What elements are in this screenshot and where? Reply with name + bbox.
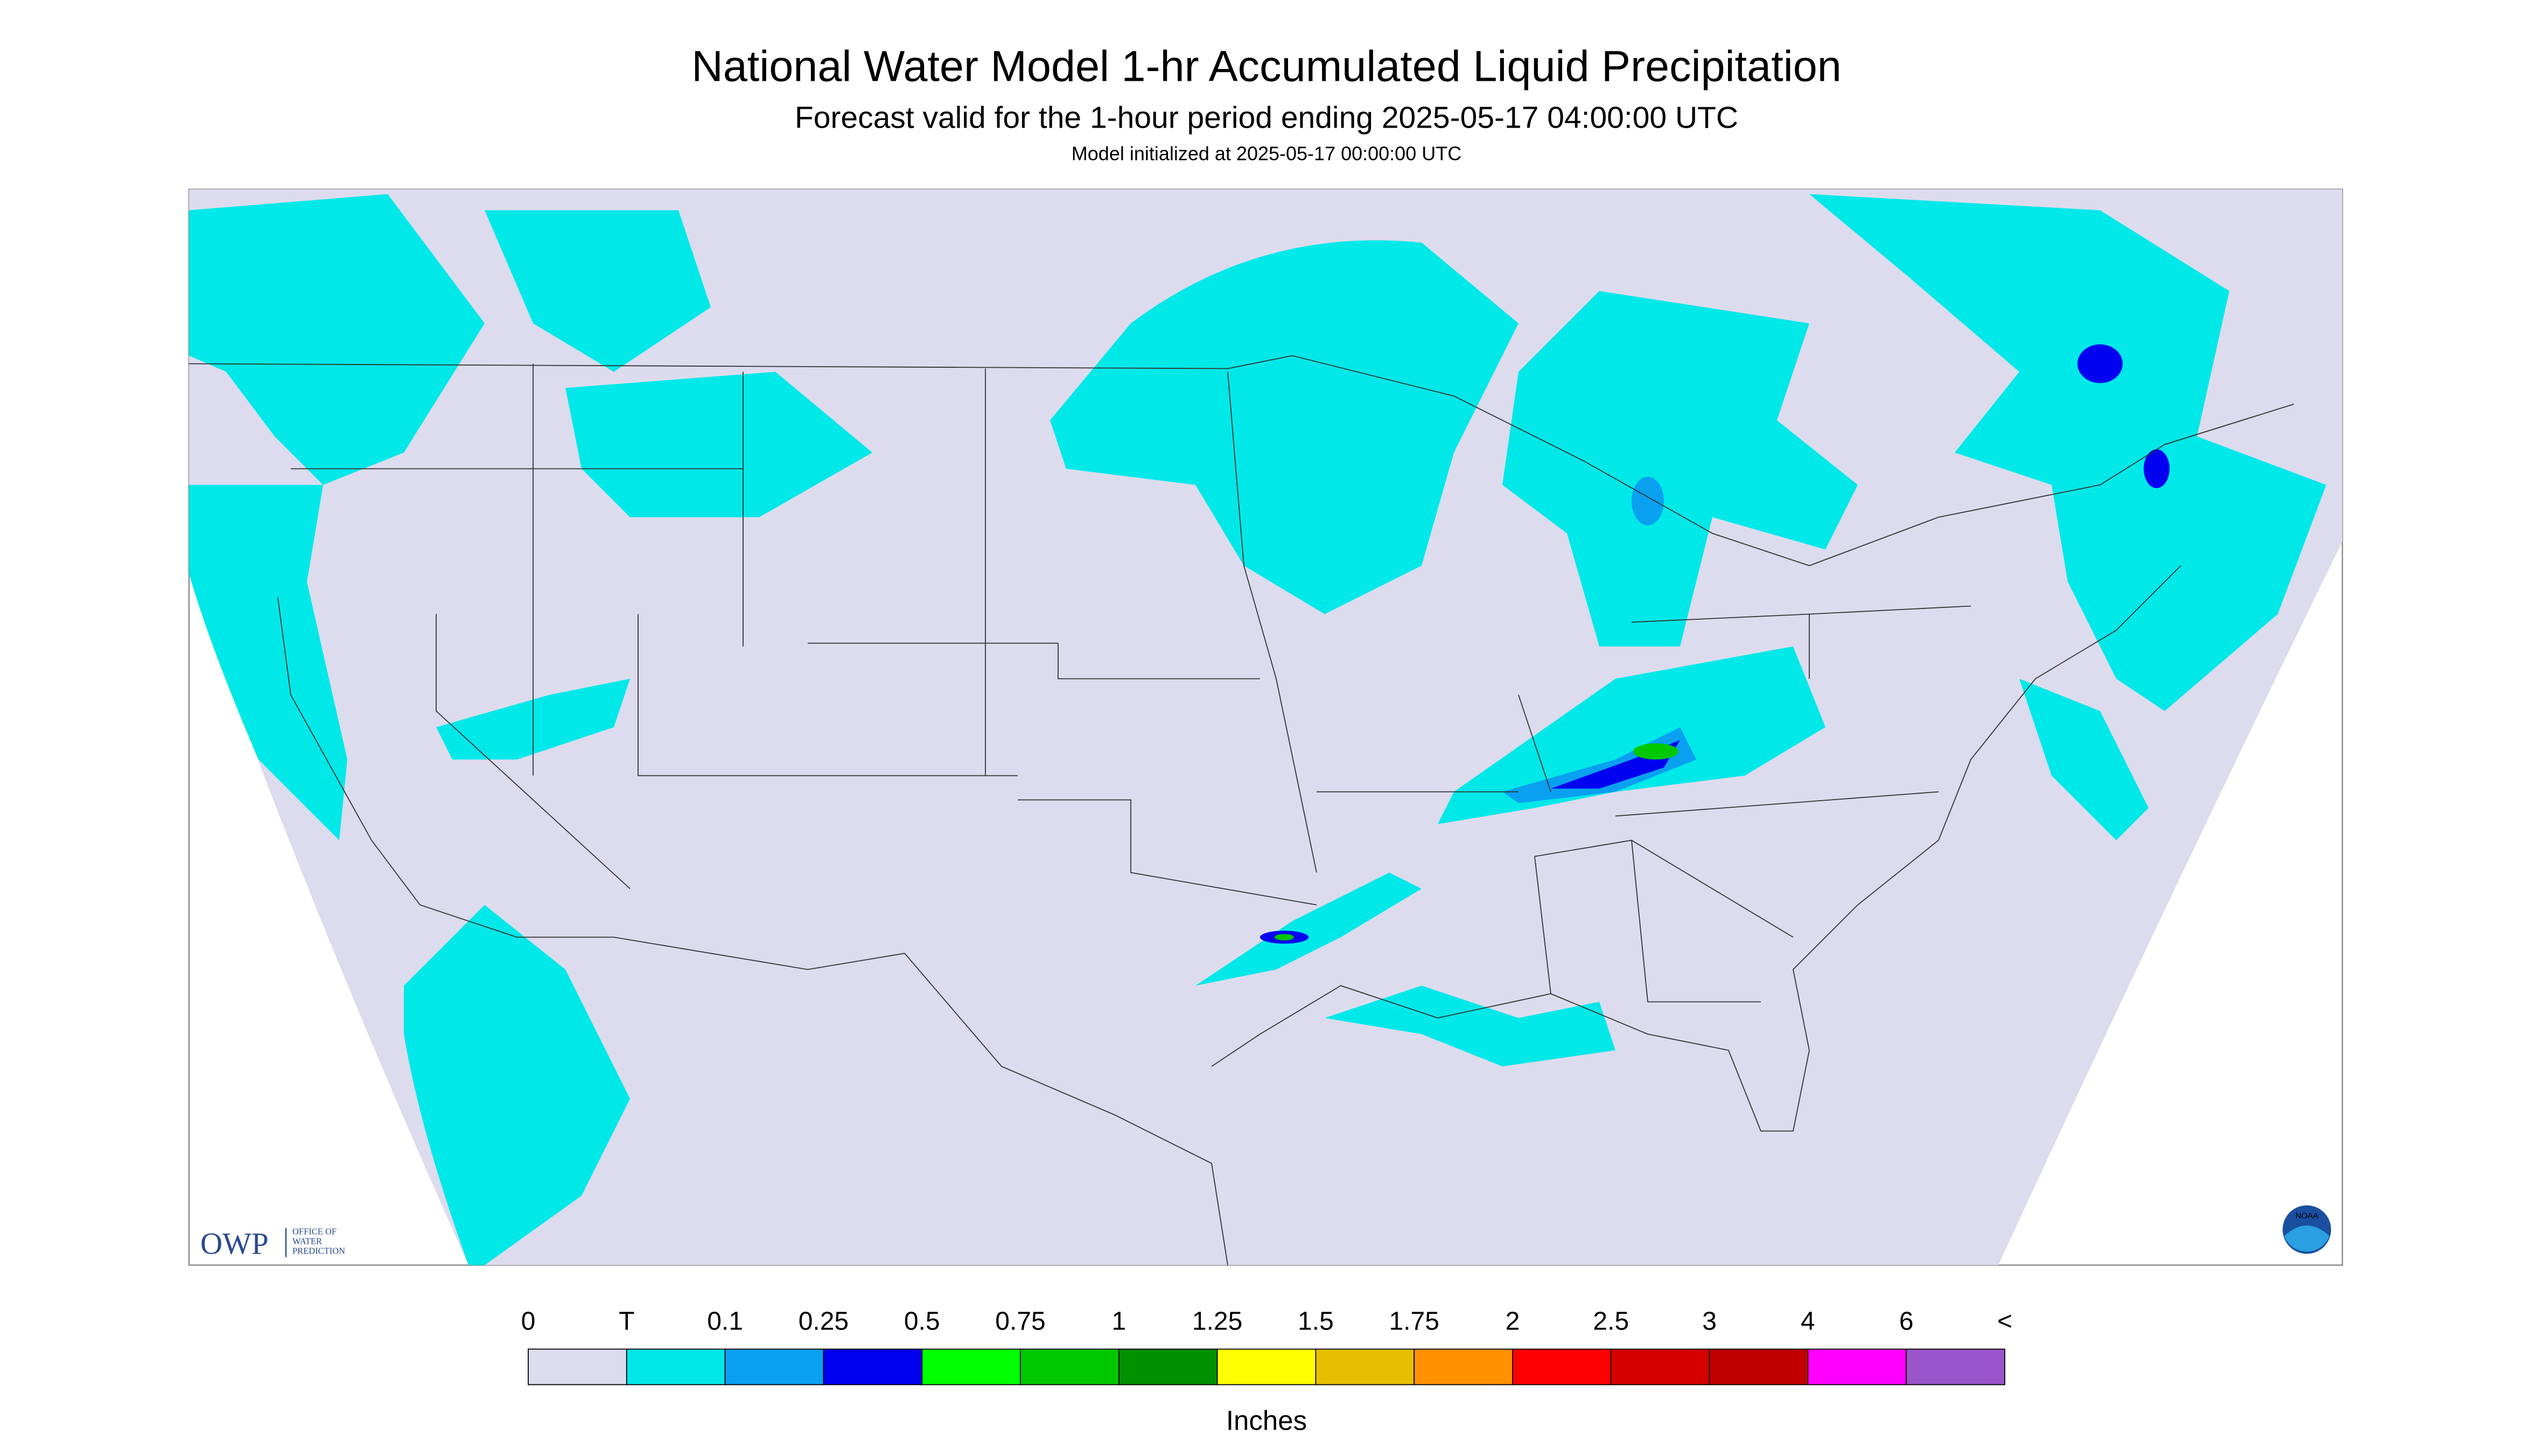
precip-heavy [1260,344,2170,944]
legend-label: 3 [1702,1307,1717,1336]
legend-label: 1.5 [1298,1307,1334,1336]
legend-swatch [1315,1348,1415,1385]
legend-unit: Inches [1226,1405,1307,1436]
precip-trace [189,194,2326,1265]
legend-label: 4 [1801,1307,1815,1336]
legend-swatch [823,1348,923,1385]
legend-swatch [626,1348,726,1385]
legend-label: < [1997,1307,2012,1336]
logo-line: PREDICTION [292,1246,345,1256]
legend-label: 2 [1506,1307,1520,1336]
legend-label: 0.75 [995,1307,1045,1336]
legend-label: 0 [521,1307,536,1336]
noaa-logo: NOAA [2283,1205,2331,1254]
init-note: Model initialized at 2025-05-17 00:00:00… [1072,143,1461,165]
agency-mark: NOAA [2296,1212,2319,1221]
owp-logo: OWP OFFICE OF WATER PREDICTION [200,1227,345,1261]
legend-swatch [1512,1348,1612,1385]
logo-line: OFFICE OF [292,1227,337,1237]
legend-swatch [1216,1348,1317,1385]
legend-swatch [1020,1348,1119,1385]
legend-swatch [1414,1348,1513,1385]
legend: 0 T 0.1 0.25 0.5 0.75 1 1.25 1.5 1.75 2 2.5 3 4 6 < [521,1307,2012,1385]
legend-label: 2.5 [1593,1307,1629,1336]
legend-label: 6 [1899,1307,1914,1336]
legend-swatch [921,1348,1021,1385]
subtitle: Forecast valid for the 1-hour period end… [795,101,1738,135]
legend-label: 0.25 [799,1307,849,1336]
boundaries [188,355,2294,1265]
legend-swatch [528,1348,627,1385]
legend-label: 1.75 [1389,1307,1439,1336]
logo-mark: OWP [200,1227,269,1261]
legend-label: 1 [1111,1307,1126,1336]
logo-line: WATER [292,1236,322,1247]
legend-swatch [1118,1348,1218,1385]
legend-swatch [1709,1348,1809,1385]
title: National Water Model 1-hr Accumulated Li… [691,43,1842,91]
legend-swatch [1610,1348,1710,1385]
legend-swatch [1906,1348,2005,1385]
legend-label: T [619,1307,634,1336]
legend-swatch [1807,1348,1907,1385]
legend-label: 0.1 [707,1307,743,1336]
legend-label: 0.5 [904,1307,940,1336]
legend-swatch [724,1348,824,1385]
map: OWP OFFICE OF WATER PREDICTION NOAA [188,188,2343,1266]
legend-label: 1.25 [1192,1307,1242,1336]
